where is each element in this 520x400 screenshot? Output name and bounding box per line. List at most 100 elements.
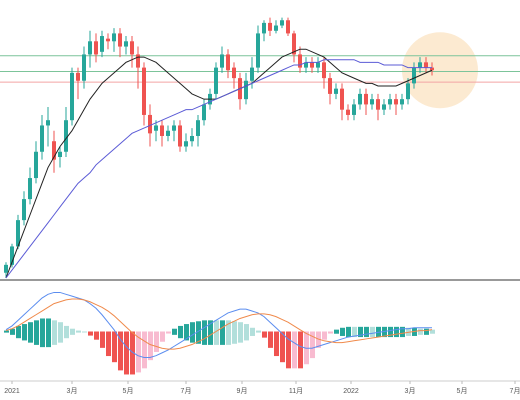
macd-histogram-bar xyxy=(394,327,399,337)
candle-body xyxy=(346,110,350,115)
candle xyxy=(394,94,398,115)
macd-histogram-bar xyxy=(232,321,237,344)
candle-body xyxy=(226,54,230,70)
candle-body xyxy=(334,89,338,94)
candle-body xyxy=(118,33,122,46)
candle xyxy=(10,244,14,268)
candle-body xyxy=(328,78,332,94)
candles xyxy=(4,18,434,278)
x-tick-label: 2021 xyxy=(4,388,20,395)
candle xyxy=(376,94,380,120)
candle-body xyxy=(100,36,104,52)
candle-body xyxy=(358,94,362,105)
ma-fast-line xyxy=(6,49,432,278)
candle-body xyxy=(376,99,380,110)
macd-histogram-bar xyxy=(52,320,57,345)
candle xyxy=(322,57,326,89)
candle-body xyxy=(400,99,404,104)
macd-histogram-bar xyxy=(106,332,111,357)
candle xyxy=(370,94,374,110)
x-tick-label: 3月 xyxy=(67,387,78,395)
candle xyxy=(292,31,296,63)
candle xyxy=(172,120,176,141)
x-tick-label: 9月 xyxy=(237,387,248,395)
candle-body xyxy=(184,141,188,146)
candle-body xyxy=(322,62,326,78)
candle-body xyxy=(214,68,218,94)
candle xyxy=(340,83,344,120)
candle-body xyxy=(34,152,38,178)
candle-body xyxy=(274,26,278,31)
candle xyxy=(106,33,110,49)
candle-body xyxy=(388,99,392,104)
macd-histogram-bar xyxy=(100,332,105,348)
macd-histogram-bar xyxy=(286,332,291,369)
macd-histogram-bar xyxy=(154,332,159,352)
candle xyxy=(190,128,194,146)
candle-body xyxy=(250,68,254,81)
macd-histogram-bar xyxy=(298,332,303,369)
candle xyxy=(94,33,98,62)
macd-histogram-bar xyxy=(16,326,21,338)
candle-body xyxy=(88,41,92,54)
candle xyxy=(316,57,320,73)
x-tick-label: 11月 xyxy=(289,387,303,395)
candle-body xyxy=(364,94,368,105)
candle xyxy=(238,73,242,110)
candle-body xyxy=(70,73,74,120)
macd-histogram-bar xyxy=(172,329,177,335)
x-axis: 2021 3月 5月 7月 9月 11月 2022 3月 5月 7月 xyxy=(4,381,520,395)
macd-histogram-bar xyxy=(28,322,33,342)
macd-histogram-bar xyxy=(58,322,63,342)
candle xyxy=(196,115,200,147)
macd-histogram-bar xyxy=(292,332,297,369)
macd-histogram-bar xyxy=(418,329,423,335)
candle xyxy=(76,68,80,100)
candle-body xyxy=(76,73,80,81)
candle-body xyxy=(166,131,170,136)
macd-histogram-bar xyxy=(178,326,183,338)
x-tick-label: 5月 xyxy=(123,387,134,395)
macd-histogram-bar xyxy=(238,322,243,342)
candle-body xyxy=(58,152,62,157)
candle xyxy=(70,68,74,126)
candle-body xyxy=(394,99,398,104)
moving-averages xyxy=(6,49,432,278)
macd-histogram-bar xyxy=(34,320,39,345)
x-tick-label: 7月 xyxy=(510,387,520,395)
candle xyxy=(46,107,50,146)
macd-histogram-bar xyxy=(262,332,267,338)
candle-body xyxy=(310,62,314,67)
candle-body xyxy=(94,41,98,54)
candle xyxy=(328,73,332,105)
candle xyxy=(280,18,284,29)
macd-panel xyxy=(4,292,435,374)
macd-histogram-bar xyxy=(370,327,375,337)
candle xyxy=(388,94,392,110)
candle xyxy=(52,131,56,173)
macd-histogram-bar xyxy=(268,332,273,348)
candle xyxy=(166,125,170,141)
candle xyxy=(400,94,404,110)
macd-histogram-bar xyxy=(328,332,333,334)
candle xyxy=(112,28,116,52)
candle xyxy=(262,20,266,41)
candle-body xyxy=(370,99,374,104)
candle xyxy=(334,83,338,99)
candle-body xyxy=(196,120,200,136)
candle xyxy=(202,99,206,125)
macd-histogram-bar xyxy=(244,324,249,340)
candle xyxy=(298,47,302,73)
candle xyxy=(40,115,44,160)
candle-body xyxy=(154,125,158,130)
macd-histogram-bar xyxy=(274,332,279,357)
macd-histogram-bar xyxy=(424,329,429,335)
macd-histogram-bar xyxy=(250,328,255,336)
candle-body xyxy=(256,33,260,67)
candle-body xyxy=(280,20,284,25)
candle xyxy=(130,36,134,68)
candle xyxy=(34,141,38,183)
macd-histogram-bar xyxy=(40,318,45,347)
macd-histogram-bar xyxy=(190,322,195,342)
